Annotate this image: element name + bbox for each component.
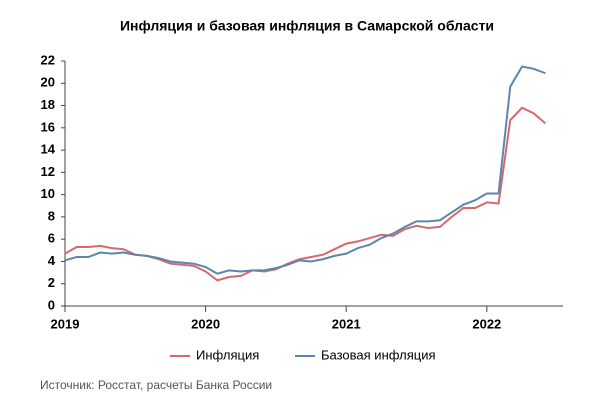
- y-tick-label: 0: [48, 297, 55, 312]
- x-tick-label: 2021: [332, 316, 361, 331]
- y-tick-label: 10: [41, 186, 55, 201]
- y-tick-label: 20: [41, 75, 55, 90]
- y-tick-label: 14: [41, 142, 56, 157]
- y-tick-label: 8: [48, 208, 55, 223]
- x-tick-label: 2019: [51, 316, 80, 331]
- y-tick-label: 22: [41, 52, 55, 67]
- y-tick-label: 6: [48, 231, 55, 246]
- x-tick-label: 2022: [472, 316, 501, 331]
- y-tick-label: 2: [48, 275, 55, 290]
- chart-title: Инфляция и базовая инфляция в Самарской …: [120, 18, 494, 34]
- source-note: Источник: Росстат, расчеты Банка России: [40, 378, 272, 392]
- x-tick-label: 2020: [191, 316, 220, 331]
- y-tick-label: 4: [48, 253, 56, 268]
- y-tick-label: 16: [41, 119, 55, 134]
- legend-label: Инфляция: [196, 347, 259, 362]
- legend-label: Базовая инфляция: [321, 347, 436, 362]
- y-tick-label: 12: [41, 164, 55, 179]
- series-line: [64, 65, 546, 275]
- y-tick-label: 18: [41, 97, 55, 112]
